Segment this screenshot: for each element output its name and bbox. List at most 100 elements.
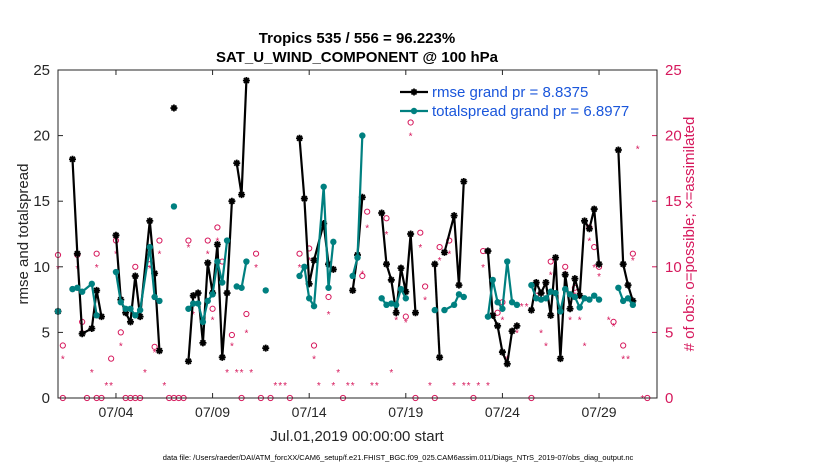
obs-assimilated-marker: * [148,264,152,275]
rmse-line [187,201,234,362]
obs-assimilated-marker: * [636,145,640,156]
spread-marker [460,293,467,301]
spread-marker [349,272,356,280]
obs-assimilated-marker: * [375,381,379,392]
obs-possible-marker [252,250,260,257]
legend-marker-rmse [410,88,418,96]
spread-marker [581,295,588,302]
rmse-marker [204,259,212,267]
spread-marker [455,291,463,298]
obs-assimilated-marker: * [317,381,321,392]
legend-label: rmse grand pr = 8.8375 [432,84,588,101]
y-tick-label-left: 10 [33,259,50,276]
rmse-marker [629,297,637,305]
obs-assimilated-marker: * [394,315,398,326]
x-axis-label: Jul.01,2019 00:00:00 start [270,428,444,445]
rmse-marker [624,281,632,289]
obs-assimilated-marker: * [626,355,630,366]
y-axis-label-left: rmse and totalspread [15,164,32,305]
rmse-line [617,149,634,302]
rmse-marker [542,279,550,287]
spread-marker [566,291,574,298]
spread-marker [629,301,637,309]
spread-marker [571,293,579,301]
spread-marker [136,306,144,314]
obs-assimilated-marker: * [225,368,229,379]
obs-assimilated-marker: * [462,381,466,392]
obs-possible-marker [156,237,163,244]
obs-assimilated-marker: * [549,271,553,282]
spread-marker [576,304,583,311]
legend-label: totalspread grand pr = 6.8977 [432,103,629,120]
spread-marker [615,284,622,291]
obs-assimilated-marker: * [90,368,94,379]
rmse-marker [218,353,226,361]
obs-possible-marker [243,310,250,318]
obs-assimilated-marker: * [119,342,123,353]
spread-marker [562,285,569,293]
obs-assimilated-marker: * [312,355,316,366]
spread-marker [494,299,501,306]
spread-marker [619,297,627,305]
obs-possible-marker [364,208,371,215]
obs-possible-marker [93,250,100,257]
rmse-marker [532,279,540,287]
rmse-marker [581,217,589,225]
spread-marker [243,258,250,265]
rmse-marker [556,355,564,363]
spread-marker [122,305,129,312]
spread-marker [170,203,178,210]
obs-possible-marker [402,313,409,320]
rmse-marker [305,280,313,288]
obs-possible-marker [209,305,216,312]
spread-marker [69,285,76,293]
y-tick-label-right: 0 [665,390,673,407]
rmse-marker [595,260,603,268]
obs-possible-marker [610,318,617,326]
obs-assimilated-marker: * [244,328,248,339]
spread-marker [209,291,216,298]
rmse-marker [78,330,86,338]
obs-assimilated-marker: * [331,381,335,392]
obs-assimilated-marker: * [307,256,311,267]
obs-possible-marker [185,237,192,244]
spread-marker [310,302,318,310]
obs-assimilated-marker: * [162,381,166,392]
obs-possible-marker [228,331,236,339]
spread-marker [542,295,550,302]
rmse-marker [614,146,622,154]
obs-assimilated-marker: * [351,381,355,392]
rmse-marker [411,309,419,317]
rmse-marker [325,260,333,268]
obs-assimilated-marker: * [578,315,582,326]
obs-assimilated-marker: * [525,302,529,313]
obs-possible-marker [151,343,158,350]
obs-assimilated-marker: * [114,250,118,261]
rmse-marker [199,339,207,347]
rmse-marker [503,360,511,368]
obs-assimilated-marker: * [327,310,331,321]
obs-assimilated-marker: * [452,381,456,392]
spread-marker [330,238,337,246]
obs-assimilated-marker: * [438,256,442,267]
obs-possible-marker [132,263,139,270]
rmse-marker [97,313,105,321]
y-tick-label-left: 5 [42,324,50,341]
y-tick-label-left: 20 [33,128,50,145]
rmse-line [71,159,103,335]
spread-marker [238,284,245,291]
rmse-marker [131,272,139,280]
obs-assimilated-marker: * [109,381,113,392]
y-tick-label-left: 15 [33,193,50,210]
rmse-marker [329,265,337,273]
y-tick-label-right: 5 [665,324,673,341]
obs-possible-marker [108,355,115,362]
footnote: data file: /Users/raeder/DAI/ATM_forcXX/… [163,453,634,462]
obs-possible-marker [591,244,598,251]
rmse-marker [296,134,304,142]
rmse-marker [402,288,410,296]
spread-marker [325,284,332,291]
plot-frame [57,69,658,399]
spread-marker [74,284,81,291]
rmse-marker [489,311,497,319]
